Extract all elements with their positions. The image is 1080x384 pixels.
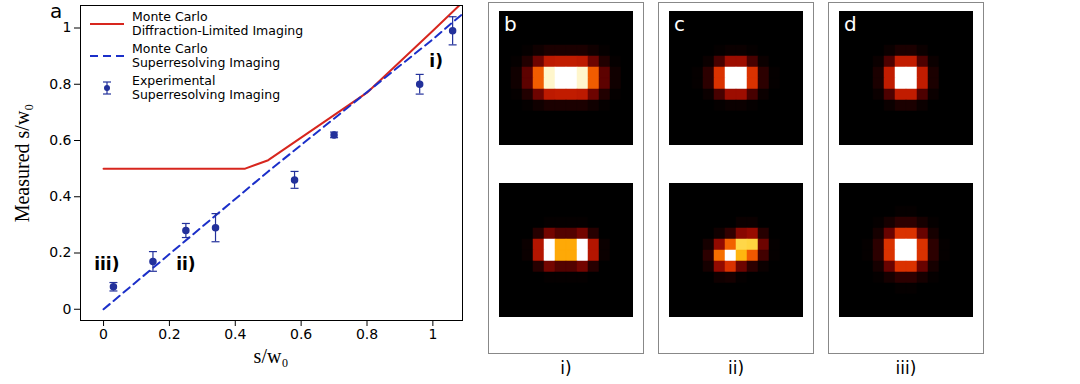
svg-text:i): i) [429,51,443,71]
svg-text:0.6: 0.6 [49,132,71,148]
html-text:Measured s/w₀: Measured s/w₀ [10,103,33,222]
html-text:b: b [504,12,517,36]
svg-text:0.2: 0.2 [49,244,71,260]
svg-text:0.8: 0.8 [49,76,71,92]
svg-text:0.6: 0.6 [290,326,312,342]
svg-text:1: 1 [428,326,437,342]
html-text:s/w₀: s/w₀ [253,344,289,367]
html-text:c: c [674,12,685,36]
html-text:Monte Carlo Diffraction-Limite: Monte Carlo Diffraction-Limited Imaging [132,9,304,39]
svg-text:1: 1 [63,19,72,35]
svg-text:iii): iii) [94,254,119,274]
svg-text:0.8: 0.8 [356,326,378,342]
svg-text:ii): ii) [176,254,195,274]
html-text:a: a [50,0,63,23]
html-text:ii): ii) [728,358,744,378]
svg-text:0.2: 0.2 [158,326,180,342]
html-text:i): i) [560,358,572,378]
html-text:iii): iii) [895,358,917,378]
html-text:d: d [844,12,857,36]
html-text:Monte Carlo Superresolving Ima: Monte Carlo Superresolving Imaging [132,40,281,71]
svg-text:0: 0 [63,301,72,317]
svg-text:0.4: 0.4 [49,188,71,204]
html-text:Experimental Superresolving Im: Experimental Superresolving Imaging [132,72,281,102]
svg-text:0: 0 [99,326,108,342]
svg-text:0.4: 0.4 [224,326,246,342]
